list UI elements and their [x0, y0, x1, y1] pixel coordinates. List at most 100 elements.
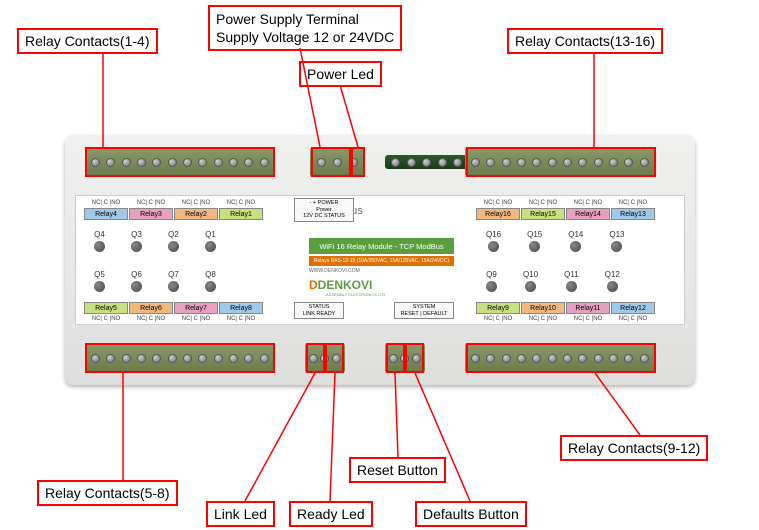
led-dot [529, 241, 540, 252]
callout-rc1-4: Relay Contacts(1-4) [17, 28, 158, 54]
relay-label: Relay15 [521, 208, 565, 220]
relay-label: Relay2 [174, 208, 218, 220]
pin-label: NC| C |NO [84, 314, 128, 324]
led-dot [525, 281, 536, 292]
hl-power-led [351, 147, 365, 177]
hl-defaults [405, 343, 424, 373]
front-panel: NC| C |NONC| C |NONC| C |NONC| C |NO NC|… [75, 195, 685, 325]
pin-label: NC| C |NO [521, 198, 565, 208]
hl-link [306, 343, 325, 373]
relay-label: Relay1 [219, 208, 263, 220]
hl-reset [386, 343, 405, 373]
led-dot [205, 281, 216, 292]
pin-label: NC| C |NO [84, 198, 128, 208]
status-box: STATUS LINK READY [294, 302, 344, 319]
relays-top-left: Relay4Relay3Relay2Relay1 [84, 208, 263, 220]
led-dot [566, 281, 577, 292]
led-dot [611, 241, 622, 252]
led-label: Q16 [486, 230, 501, 239]
led-label: Q8 [205, 270, 216, 279]
pins-top-left: NC| C |NONC| C |NONC| C |NONC| C |NO [84, 198, 263, 208]
led-dot [607, 281, 618, 292]
led-label: Q5 [94, 270, 105, 279]
hl-rc9-12 [466, 343, 656, 373]
hl-power-terminal [311, 147, 351, 177]
relays-top-right: Relay16Relay15Relay14Relay13 [476, 208, 655, 220]
pin-label: NC| C |NO [476, 314, 520, 324]
product-title: WiFi 16 Relay Module - TCP ModBus [309, 238, 454, 254]
callout-defaults: Defaults Button [415, 501, 527, 527]
led-grid-left: Q4 Q3 Q2 Q1 Q5 Q6 Q7 Q8 [94, 230, 216, 310]
pin-label: NC| C |NO [219, 198, 263, 208]
pin-label: NC| C |NO [566, 198, 610, 208]
relay-label: Relay6 [129, 302, 173, 314]
relay-label: Relay3 [129, 208, 173, 220]
relays-spec: Relays RAS-12-15 (10A/250VAC, 15A/120VAC… [309, 256, 454, 266]
relays-bot-right: Relay9Relay10Relay11Relay12 [476, 302, 655, 314]
led-dot [94, 281, 105, 292]
hl-ready [325, 343, 344, 373]
led-dot [570, 241, 581, 252]
system-box: SYSTEM RESET | DEFAULT [394, 302, 454, 319]
relay-label: Relay11 [566, 302, 610, 314]
relay-label: Relay5 [84, 302, 128, 314]
callout-reset: Reset Button [349, 457, 446, 483]
callout-power-terminal: Power Supply Terminal Supply Voltage 12 … [208, 5, 402, 51]
led-label: Q13 [609, 230, 624, 239]
brand-logo: DDENKOVI [309, 278, 372, 292]
led-label: Q10 [523, 270, 538, 279]
led-label: Q12 [605, 270, 620, 279]
led-label: Q2 [168, 230, 179, 239]
callout-power-led: Power Led [299, 61, 382, 87]
pin-label: NC| C |NO [174, 314, 218, 324]
relay-label: Relay8 [219, 302, 263, 314]
brand-rest: DENKOVI [318, 278, 373, 292]
callout-ready-led: Ready Led [289, 501, 373, 527]
led-dot [205, 241, 216, 252]
led-dot [168, 241, 179, 252]
pin-label: NC| C |NO [476, 198, 520, 208]
pin-label: NC| C |NO [521, 314, 565, 324]
pin-label: NC| C |NO [174, 198, 218, 208]
led-dot [488, 241, 499, 252]
led-label: Q14 [568, 230, 583, 239]
led-label: Q1 [205, 230, 216, 239]
callout-rc5-8: Relay Contacts(5-8) [37, 480, 178, 506]
pin-label: NC| C |NO [611, 198, 655, 208]
relay-label: Relay16 [476, 208, 520, 220]
pin-label: NC| C |NO [219, 314, 263, 324]
relay-label: Relay13 [611, 208, 655, 220]
hl-rc13-16 [466, 147, 656, 177]
callout-rc13-16: Relay Contacts(13-16) [507, 28, 663, 54]
led-label: Q6 [131, 270, 142, 279]
pins-bot-right: NC| C |NONC| C |NONC| C |NONC| C |NO [476, 314, 655, 324]
relay-label: Relay7 [174, 302, 218, 314]
relay-label: Relay12 [611, 302, 655, 314]
pins-bot-left: NC| C |NONC| C |NONC| C |NONC| C |NO [84, 314, 263, 324]
pin-label: NC| C |NO [566, 314, 610, 324]
callout-link-led: Link Led [206, 501, 275, 527]
led-label: Q11 [564, 270, 579, 279]
led-label: Q4 [94, 230, 105, 239]
led-dot [168, 281, 179, 292]
pin-label: NC| C |NO [129, 198, 173, 208]
hl-rc1-4 [85, 147, 275, 177]
brand-d: D [309, 278, 318, 292]
pin-label: NC| C |NO [129, 314, 173, 324]
pin-label: NC| C |NO [611, 314, 655, 324]
brand-sub: ASSEMBLY ELECTRONICS LTD [326, 292, 385, 297]
led-label: Q15 [527, 230, 542, 239]
callout-rc9-12: Relay Contacts(9-12) [560, 435, 708, 461]
pins-top-right: NC| C |NONC| C |NONC| C |NONC| C |NO [476, 198, 655, 208]
relay-label: Relay14 [566, 208, 610, 220]
led-dot [131, 241, 142, 252]
power-box: - + POWER Power 12V DC STATUS [294, 198, 354, 222]
relays-bot-left: Relay5Relay6Relay7Relay8 [84, 302, 263, 314]
led-dot [94, 241, 105, 252]
hl-rc5-8 [85, 343, 275, 373]
led-label: Q7 [168, 270, 179, 279]
led-dot [486, 281, 497, 292]
led-grid-right: Q16Q15Q14Q13Q9Q10Q11Q12 [486, 230, 625, 310]
led-label: Q3 [131, 230, 142, 239]
relay-label: Relay9 [476, 302, 520, 314]
